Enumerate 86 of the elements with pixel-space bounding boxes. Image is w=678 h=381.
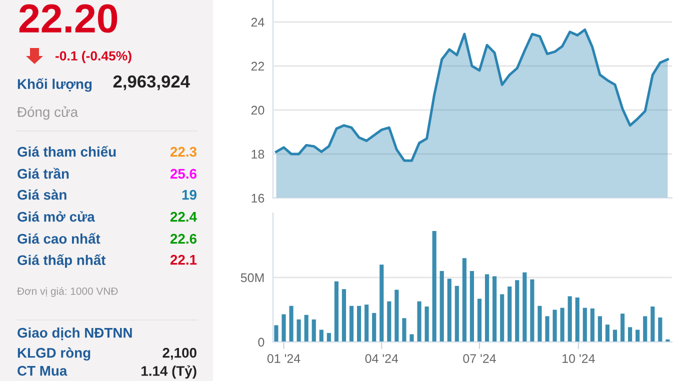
bar — [454, 286, 459, 342]
bar — [568, 296, 572, 342]
bar — [484, 274, 490, 342]
bar — [590, 308, 594, 342]
bar — [462, 258, 466, 342]
x-tick-label: 04 '24 — [365, 354, 398, 363]
text: Giao dịch NĐTNN — [18, 328, 132, 340]
bar — [402, 318, 406, 342]
bar — [598, 316, 602, 342]
bar — [356, 306, 362, 342]
bar — [612, 330, 618, 342]
text: Giá cao nhất — [18, 232, 100, 244]
text: 22.6 — [170, 234, 196, 244]
bar — [492, 276, 497, 342]
text: 22.20 — [19, 4, 118, 33]
x-tick-label: 01 '24 — [267, 354, 300, 363]
text: CT Mua — [18, 366, 68, 376]
bar — [289, 306, 294, 342]
text: 2,100 — [162, 348, 196, 360]
bar — [440, 271, 444, 342]
x-tick-label: 07 '24 — [463, 354, 496, 363]
bar — [282, 314, 286, 342]
bar — [620, 314, 625, 342]
bar — [424, 306, 429, 342]
bar — [394, 290, 399, 342]
text: Khối lượng — [18, 78, 92, 92]
text: 22.4 — [170, 212, 197, 222]
bar — [643, 316, 648, 342]
bar — [334, 281, 338, 342]
bar — [636, 330, 640, 342]
text: 25.6 — [170, 168, 196, 179]
x-tick-label: 10 '24 — [562, 354, 595, 363]
bar — [575, 297, 580, 342]
bar — [658, 317, 662, 342]
text: Đơn vị giá: 1000 VNĐ — [17, 287, 118, 297]
text: Giá trần — [18, 168, 69, 179]
text: 22.3 — [170, 146, 196, 157]
bar — [417, 301, 422, 342]
bar — [650, 306, 655, 342]
bar — [470, 271, 474, 342]
text: Giá tham chiếu — [18, 146, 116, 157]
bar — [304, 314, 308, 342]
bar — [522, 272, 527, 342]
bar — [319, 330, 324, 342]
bar — [349, 306, 354, 342]
bar — [274, 325, 278, 342]
bar — [508, 286, 512, 342]
text: 22.1 — [170, 254, 197, 265]
bar — [410, 334, 414, 342]
bar — [372, 312, 376, 342]
text: 19 — [182, 190, 196, 200]
text: Giá thấp nhất — [18, 254, 106, 268]
bar — [560, 308, 564, 342]
bar — [545, 316, 550, 342]
text: -0.1 (-0.45%) — [56, 50, 132, 64]
bar — [477, 298, 482, 342]
bar — [432, 231, 436, 342]
text: KLGD ròng — [18, 347, 90, 361]
bar — [538, 306, 542, 342]
bar — [628, 327, 632, 342]
y-tick-label: 0 — [258, 338, 264, 347]
bar — [605, 324, 610, 342]
bar — [552, 310, 557, 342]
bar — [312, 319, 316, 342]
y-tick-label: 18 — [252, 150, 264, 159]
text: Giá sàn — [18, 189, 66, 200]
bar — [364, 304, 369, 342]
y-tick-label: 20 — [251, 106, 264, 115]
y-tick-label: 24 — [251, 18, 264, 27]
bar — [515, 280, 520, 342]
y-tick-label: 22 — [251, 62, 264, 71]
bar — [447, 278, 452, 342]
bar — [380, 264, 384, 342]
text: Đóng cửa — [17, 106, 78, 120]
text: 1.14 (Tỷ) — [142, 365, 196, 379]
y-tick-label: 50M — [240, 273, 264, 282]
bar — [582, 308, 587, 342]
bar — [296, 319, 301, 342]
bar — [530, 279, 534, 342]
bar — [326, 332, 331, 342]
text: 2,963,924 — [113, 75, 190, 90]
bar — [500, 294, 504, 342]
bar — [387, 301, 392, 342]
bar — [342, 289, 346, 342]
y-tick-label: 16 — [252, 194, 264, 203]
text: Giá mở cửa — [18, 211, 95, 222]
